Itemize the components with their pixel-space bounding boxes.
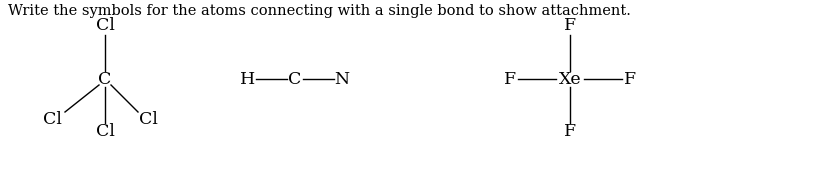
Text: Cl: Cl <box>43 110 61 128</box>
Text: Write the symbols for the atoms connecting with a single bond to show attachment: Write the symbols for the atoms connecti… <box>8 4 631 18</box>
Text: F: F <box>564 124 576 140</box>
Text: H: H <box>241 70 256 88</box>
Text: Cl: Cl <box>96 124 115 140</box>
Text: Cl: Cl <box>96 18 115 34</box>
Text: Cl: Cl <box>138 110 158 128</box>
Text: C: C <box>98 70 111 88</box>
Text: F: F <box>504 70 516 88</box>
Text: Xe: Xe <box>559 70 582 88</box>
Text: F: F <box>624 70 636 88</box>
Text: N: N <box>334 70 349 88</box>
Text: F: F <box>564 18 576 34</box>
Text: C: C <box>288 70 302 88</box>
